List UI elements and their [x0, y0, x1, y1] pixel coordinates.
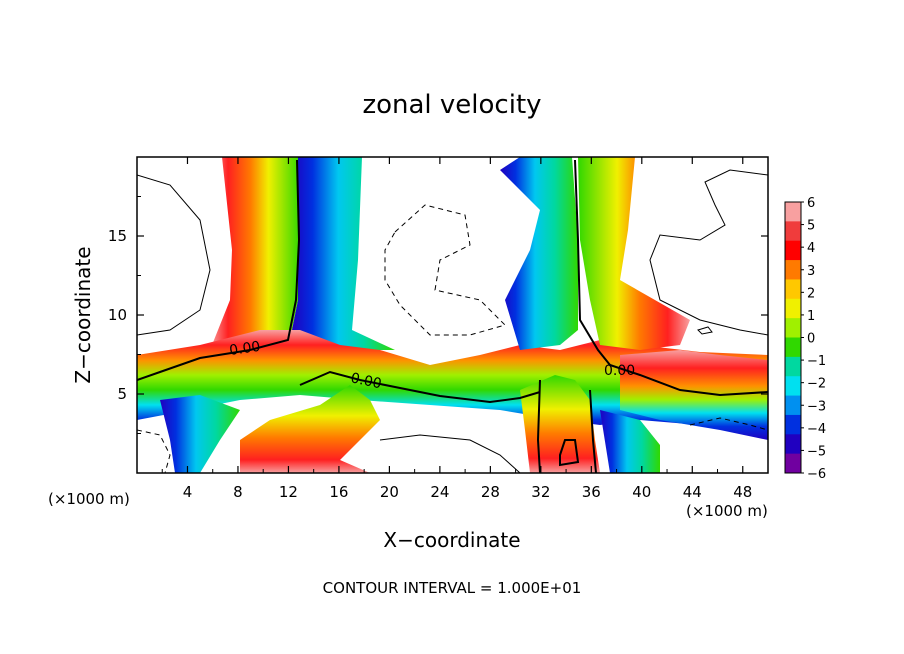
y-axis-ticks: 5 10 15 — [108, 196, 768, 434]
lower-right-negative — [600, 410, 660, 473]
plot-field: 0.00 0.00 0.00 — [137, 157, 768, 473]
colorbar-label: −2 — [807, 377, 826, 392]
x-tick-label: 36 — [582, 483, 601, 501]
x-tick-label: 12 — [279, 483, 298, 501]
colorbar-label: 2 — [807, 286, 815, 301]
colorbar-swatch — [785, 414, 801, 435]
colorbar-swatch — [785, 202, 801, 222]
colorbar-swatch — [785, 221, 801, 242]
colorbar-label: 3 — [807, 264, 815, 279]
x-unit-right: (×1000 m) — [686, 502, 768, 520]
y-axis-label: Z−coordinate — [71, 246, 95, 383]
negative-tongue-right — [500, 157, 578, 350]
x-tick-label: 16 — [329, 483, 348, 501]
footer-note: CONTOUR INTERVAL = 1.000E+01 — [323, 579, 582, 597]
x-tick-label: 20 — [380, 483, 399, 501]
colorbar-swatch — [785, 356, 801, 377]
low-level-negative — [160, 395, 240, 473]
x-unit-left: (×1000 m) — [48, 490, 130, 508]
y-tick-label: 15 — [108, 227, 127, 245]
colorbar-label: −1 — [807, 354, 826, 369]
contour-label-1: 0.00 — [228, 339, 261, 359]
colorbar-swatch — [785, 298, 801, 319]
colorbar-swatch — [785, 376, 801, 397]
colorbar-label: 4 — [807, 241, 815, 256]
chart-title: zonal velocity — [362, 90, 541, 120]
negative-plume-center — [292, 157, 395, 350]
colorbar-swatch — [785, 260, 801, 280]
right-lower-band — [620, 350, 768, 440]
colorbar-swatch — [785, 279, 801, 300]
x-tick-label: 32 — [531, 483, 550, 501]
colorbar-label: −6 — [807, 467, 826, 482]
colorbar-swatch — [785, 337, 801, 358]
mid-level-band — [137, 330, 768, 430]
x-tick-label: 40 — [632, 483, 651, 501]
colorbar-label: −5 — [807, 444, 826, 459]
y-tick-label: 10 — [108, 306, 127, 324]
colorbar-label: −3 — [807, 399, 826, 414]
x-tick-label: 8 — [233, 483, 243, 501]
x-tick-label: 44 — [683, 483, 702, 501]
colorbar-label: 1 — [807, 309, 815, 324]
x-tick-label: 4 — [183, 483, 193, 501]
contour-label-2: 0.00 — [349, 370, 383, 392]
x-axis-label: X−coordinate — [383, 528, 520, 552]
colorbar-swatch — [785, 453, 801, 474]
x-tick-label: 24 — [430, 483, 449, 501]
colorbar-label: 0 — [807, 332, 815, 347]
colorbar-swatch — [785, 434, 801, 455]
positive-plume-left — [210, 157, 300, 350]
colorbar-swatch — [785, 395, 801, 416]
low-level-positive — [240, 385, 380, 473]
x-tick-label: 48 — [733, 483, 752, 501]
x-axis-ticks: 4 8 12 16 20 24 28 32 36 40 44 48 — [161, 157, 752, 501]
contour-label-3: 0.00 — [604, 363, 635, 379]
y-tick-label: 5 — [117, 385, 127, 403]
positive-plume-right — [578, 157, 690, 350]
colorbar-label: 5 — [807, 219, 815, 234]
colorbar-swatch — [785, 318, 801, 338]
x-tick-label: 28 — [481, 483, 500, 501]
colorbar: 6 5 4 3 2 1 0 −1 −2 −3 −4 −5 −6 — [784, 196, 826, 482]
colorbar-swatch — [785, 240, 801, 261]
colorbar-label: 6 — [807, 196, 815, 211]
colorbar-label: −4 — [807, 422, 826, 437]
